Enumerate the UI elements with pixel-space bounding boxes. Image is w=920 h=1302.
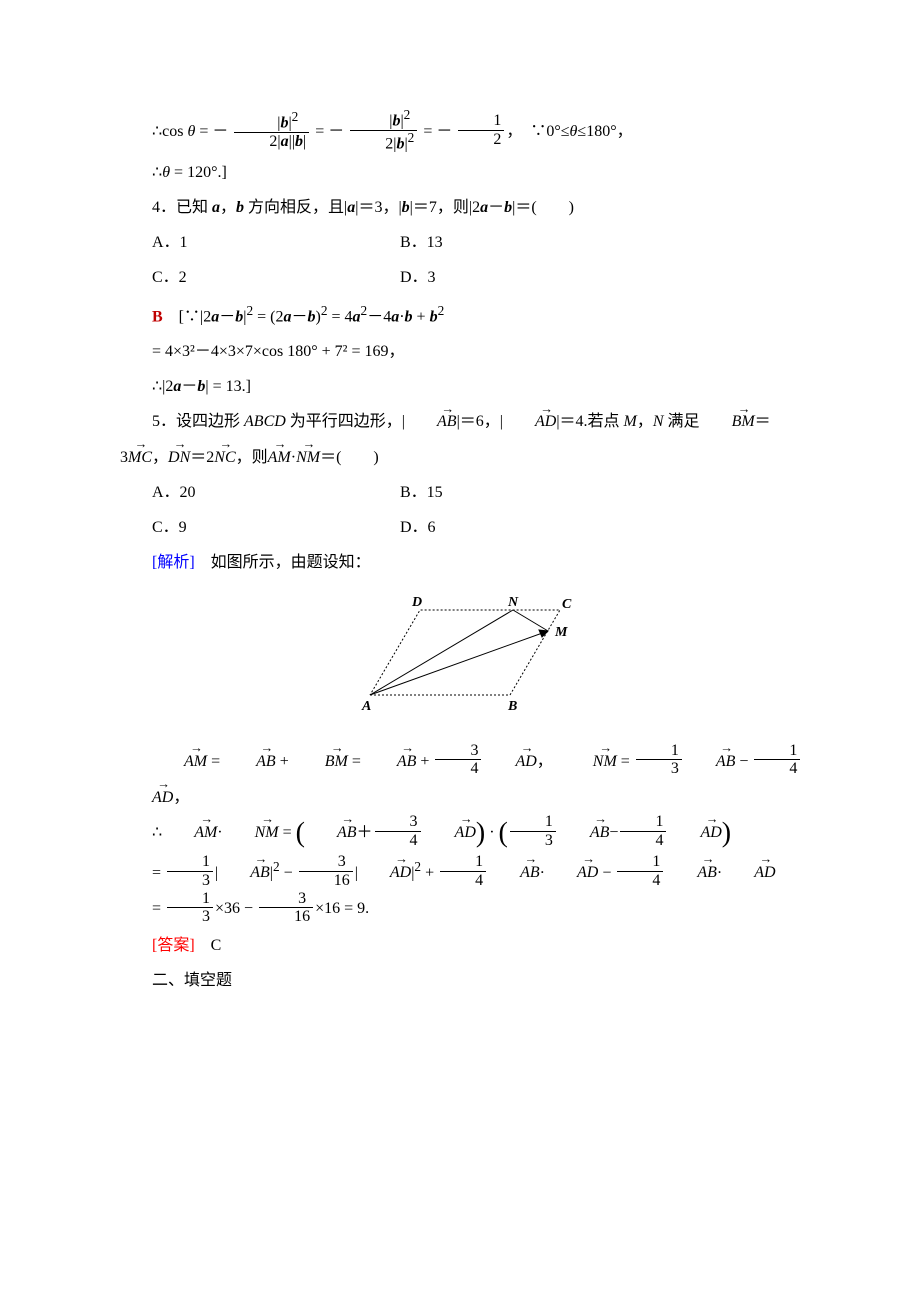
q4-options-row1: A．1 B．13 bbox=[120, 225, 810, 260]
txt: = － bbox=[195, 123, 228, 140]
frac1: |b|22|a||b| bbox=[234, 110, 309, 151]
vec-nm: NM bbox=[296, 440, 320, 475]
q4-solution-l1: B [∵|2a－b|2 = (2a－b)2 = 4a2－4a·b + b2 bbox=[120, 296, 810, 335]
txt: ×36 − bbox=[215, 900, 257, 917]
txt: = － bbox=[315, 123, 344, 140]
q5-opt-a: A．20 bbox=[120, 475, 400, 510]
txt: ， ∵0°≤θ≤180°， bbox=[506, 123, 632, 140]
vec-nc: NC bbox=[214, 440, 235, 475]
q5-opt-d: D．6 bbox=[400, 510, 680, 545]
txt: = － bbox=[423, 123, 452, 140]
q4-opt-d: D．3 bbox=[400, 260, 680, 295]
frac2: |b|22|b|2 bbox=[350, 108, 417, 153]
q4-opt-c: C．2 bbox=[120, 260, 400, 295]
svg-text:A: A bbox=[361, 699, 371, 714]
vec-bm: BM bbox=[700, 404, 755, 439]
daan-label: [答案] bbox=[152, 937, 195, 954]
q4-opt-a: A．1 bbox=[120, 225, 400, 260]
vec-dn: DN bbox=[168, 440, 190, 475]
svg-text:C: C bbox=[562, 597, 572, 612]
eq-line3: = 13|AB|2 − 316|AD|2 + 14AB·AD − 14AB·AD bbox=[120, 852, 810, 892]
q4-options-row2: C．2 D．3 bbox=[120, 260, 810, 295]
jiexi-label: [解析] bbox=[152, 554, 195, 571]
vec-ad: AD bbox=[503, 404, 556, 439]
vec-ab: AB bbox=[405, 404, 457, 439]
svg-text:N: N bbox=[507, 595, 519, 610]
txt: ×16 = 9. bbox=[315, 900, 369, 917]
frac3: 12 bbox=[458, 112, 504, 148]
txt: C bbox=[195, 937, 222, 954]
svg-text:D: D bbox=[411, 595, 422, 610]
q5-options-row1: A．20 B．15 bbox=[120, 475, 810, 510]
q5-diagram: A B C D N M bbox=[120, 590, 810, 733]
q5-opt-b: B．15 bbox=[400, 475, 680, 510]
svg-text:B: B bbox=[507, 699, 517, 714]
q5-jiexi: [解析] 如图所示，由题设知： bbox=[120, 545, 810, 580]
q4-solution-l2: = 4×3²－4×3×7×cos 180° + 7² = 169， bbox=[120, 334, 810, 369]
txt: ∴cos bbox=[152, 123, 188, 140]
section-2: 二、填空题 bbox=[120, 963, 810, 998]
q5-stem-l2: 3MC，DN＝2NC，则AM·NM＝( ) bbox=[120, 440, 810, 475]
svg-text:M: M bbox=[554, 625, 568, 640]
q4-opt-b: B．13 bbox=[400, 225, 680, 260]
parallelogram-svg: A B C D N M bbox=[340, 590, 590, 720]
answer-letter: B bbox=[152, 308, 163, 325]
eq-line4: = 13×36 − 316×16 = 9. bbox=[120, 891, 810, 927]
txt: 如图所示，由题设知： bbox=[195, 554, 371, 571]
q5-options-row2: C．9 D．6 bbox=[120, 510, 810, 545]
vec-am: AM bbox=[268, 440, 291, 475]
vec-mc: MC bbox=[128, 440, 152, 475]
line-cos: ∴cos θ = － |b|22|a||b| = － |b|22|b|2 = －… bbox=[120, 110, 810, 155]
line-theta-result: ∴θ = 120°.] bbox=[120, 155, 810, 190]
q5-opt-c: C．9 bbox=[120, 510, 400, 545]
q4-stem: 4．已知 a，b 方向相反，且|a|＝3，|b|＝7，则|2a－b|＝( ) bbox=[120, 190, 810, 225]
q5-daan: [答案] C bbox=[120, 928, 810, 963]
page-content: ∴cos θ = － |b|22|a||b| = － |b|22|b|2 = －… bbox=[0, 0, 920, 1078]
